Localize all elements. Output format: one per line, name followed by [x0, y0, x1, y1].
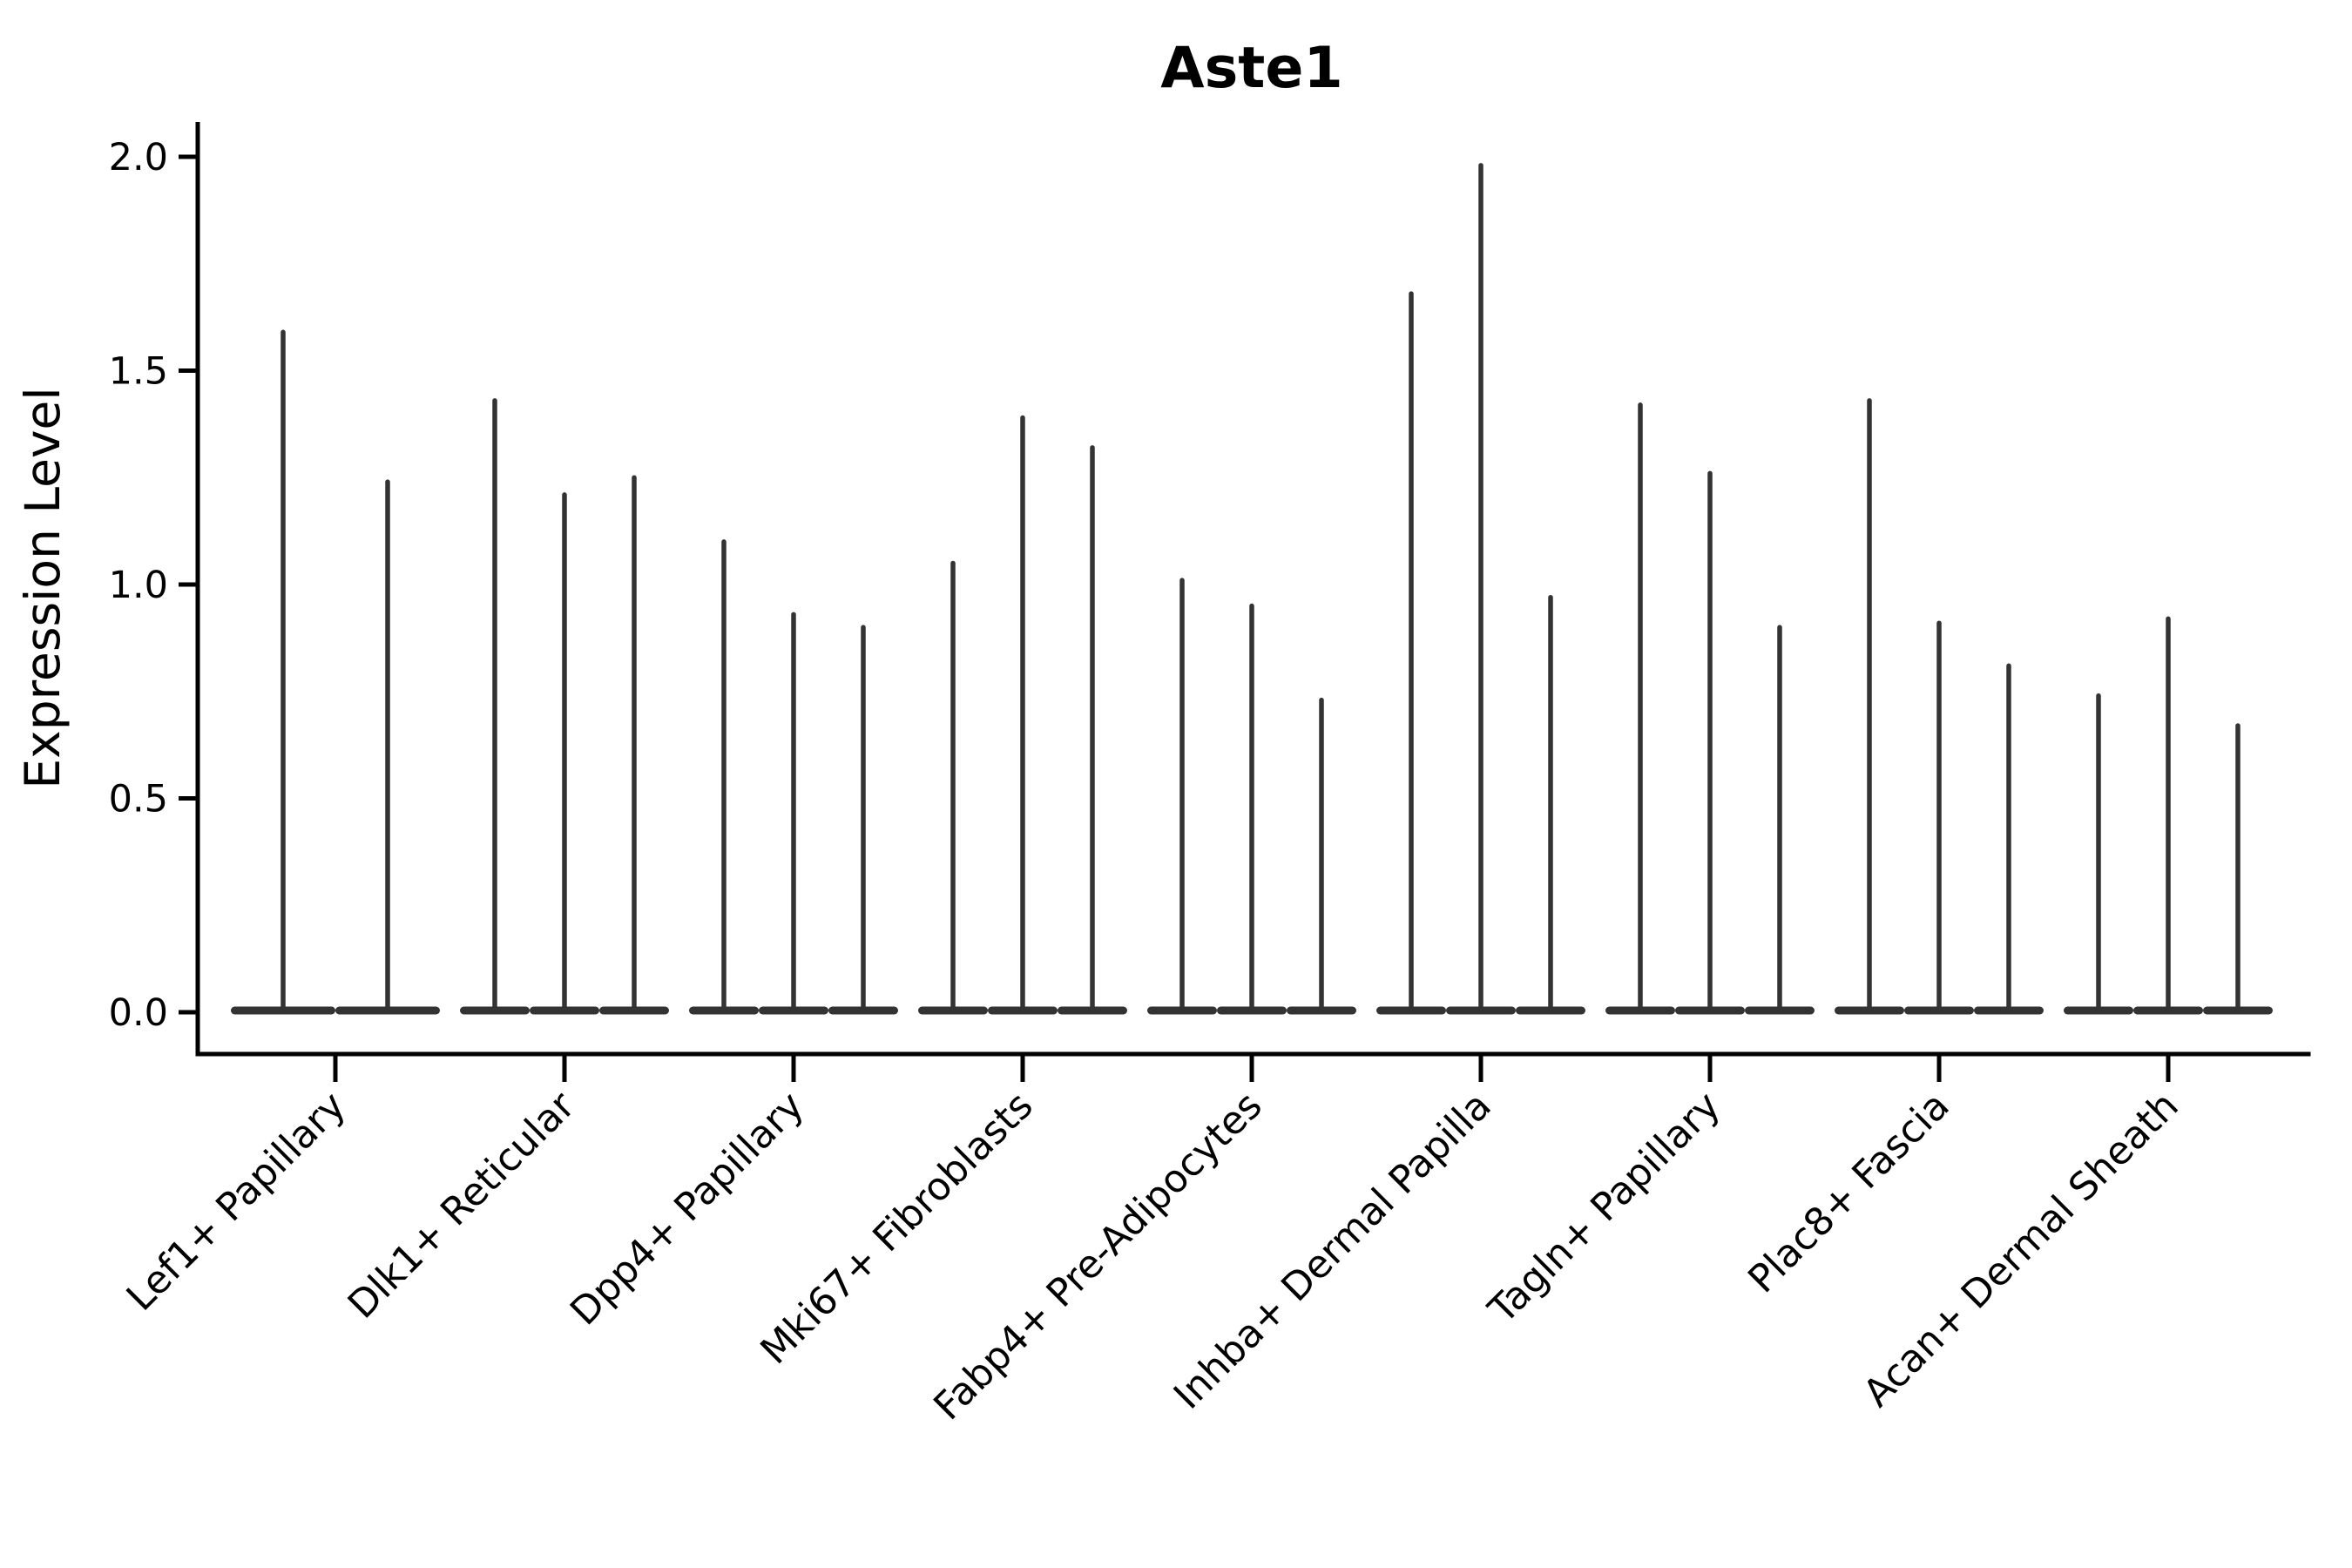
y-tick	[179, 796, 198, 801]
y-tick-label: 1.5	[109, 350, 168, 394]
x-tick	[333, 1054, 338, 1082]
y-tick-label: 0.0	[109, 991, 168, 1035]
x-tick	[1249, 1054, 1254, 1082]
x-tick	[1020, 1054, 1025, 1082]
x-tick	[562, 1054, 567, 1082]
x-tick-label: Dpp4+ Papillary	[562, 1084, 813, 1335]
violins-layer	[231, 163, 2273, 1015]
chart-title: Aste1	[1160, 36, 1342, 101]
x-tick	[1478, 1054, 1484, 1082]
x-tick-label: Plac8+ Fascia	[1740, 1084, 1958, 1302]
y-tick	[179, 154, 198, 159]
x-tick-label: Dlk1+ Reticular	[340, 1083, 585, 1328]
y-tick-label: 0.5	[109, 778, 168, 821]
y-axis-spine	[195, 122, 200, 1056]
y-ticks-layer: 0.0 0.5 1.0 1.5 2.0	[109, 136, 198, 1035]
x-tick	[791, 1054, 796, 1082]
y-tick-label: 2.0	[109, 136, 168, 179]
y-tick	[179, 1010, 198, 1015]
x-tick-label: Lef1+ Papillary	[118, 1084, 355, 1320]
y-tick-label: 1.0	[109, 564, 168, 607]
y-tick	[179, 582, 198, 587]
y-axis-label: Expression Level	[15, 387, 71, 788]
y-tick	[179, 368, 198, 373]
x-tick	[1936, 1054, 1942, 1082]
x-tick-label: Tagln+ Papillary	[1480, 1084, 1729, 1333]
x-tick	[1707, 1054, 1713, 1082]
x-tick	[2166, 1054, 2171, 1082]
